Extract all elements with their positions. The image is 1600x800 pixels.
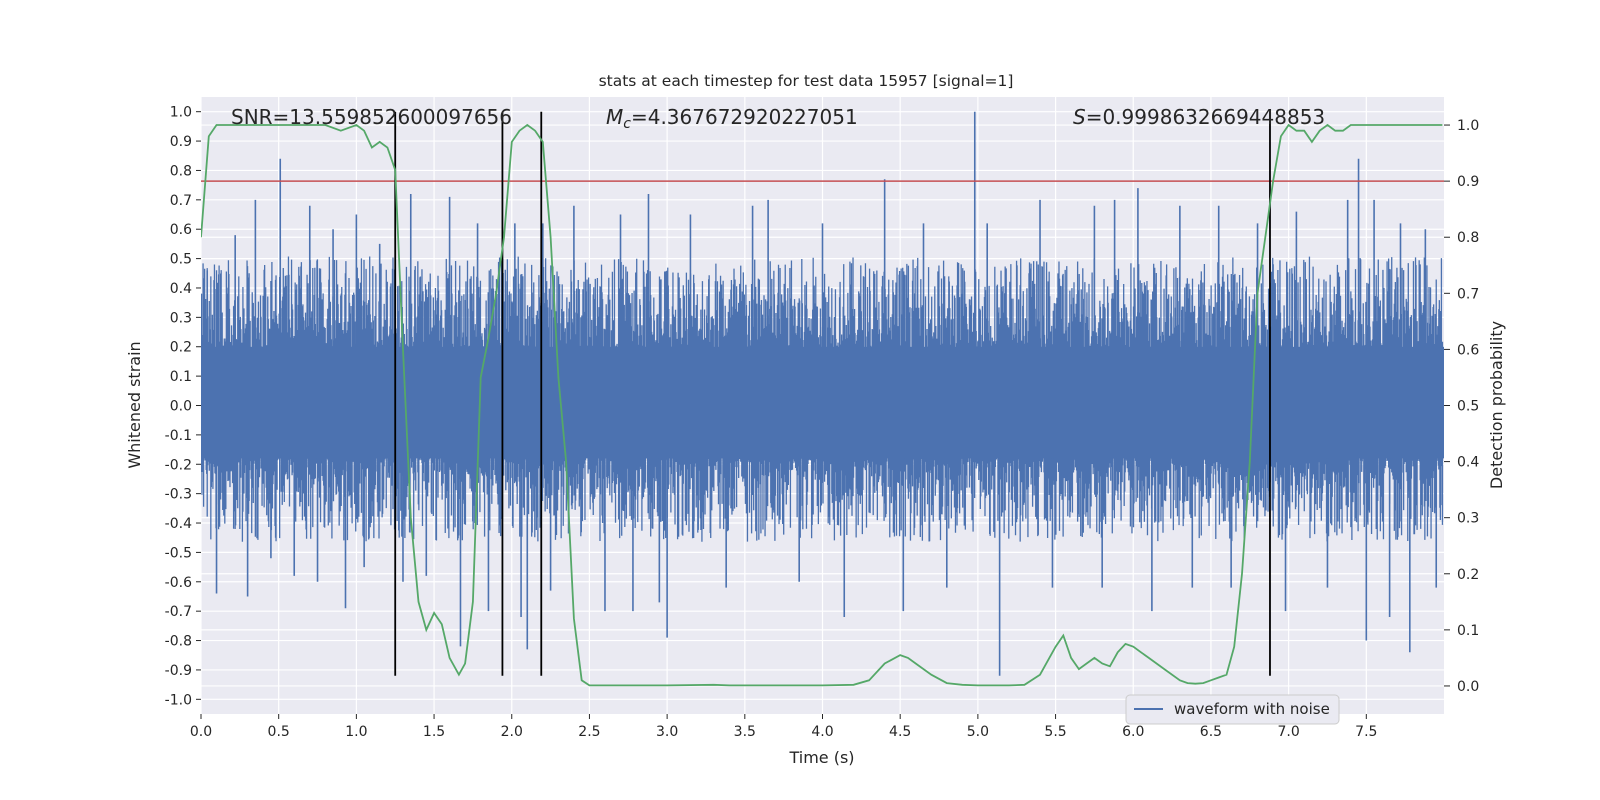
x-tick-label: 3.0 [656, 724, 678, 740]
x-tick-label: 6.0 [1122, 724, 1144, 740]
y-left-tick-label: 0.0 [170, 399, 192, 415]
y-right-ticks: 0.0 0.1 0.2 0.3 0.4 0.5 0.6 0.7 0.8 0.9 1.0 [1444, 118, 1479, 695]
significance-symbol: S [1073, 105, 1086, 129]
y-left-tick-label: 0.8 [170, 163, 192, 179]
x-tick-label: 3.5 [734, 724, 756, 740]
y-left-tick-label: 0.6 [170, 222, 192, 238]
y-left-tick-label: -1.0 [165, 692, 192, 708]
y-left-tick-label: -0.2 [165, 457, 192, 473]
y-right-tick-label: 1.0 [1457, 118, 1479, 134]
y-right-tick-label: 0.0 [1457, 679, 1479, 695]
y-left-tick-label: 0.3 [170, 310, 192, 326]
waveform-series [201, 111, 1444, 676]
y-left-tick-label: 0.2 [170, 340, 192, 356]
x-tick-label: 1.5 [423, 724, 445, 740]
y-right-tick-label: 0.6 [1457, 342, 1479, 358]
y-left-tick-label: 0.7 [170, 193, 192, 209]
x-tick-label: 7.5 [1355, 724, 1377, 740]
y-right-tick-label: 0.5 [1457, 399, 1479, 415]
x-tick-label: 4.0 [811, 724, 833, 740]
y-left-tick-label: 0.9 [170, 134, 192, 150]
x-tick-label: 2.0 [501, 724, 523, 740]
y-left-tick-label: -0.5 [165, 545, 192, 561]
significance-annotation: S=0.9998632669448853 [1073, 105, 1325, 129]
x-axis-label: Time (s) [788, 748, 854, 767]
y-left-tick-label: 0.5 [170, 252, 192, 268]
y-right-tick-label: 0.4 [1457, 455, 1479, 471]
chirp-mass-value: =4.367672920227051 [631, 105, 858, 129]
y-left-tick-label: -0.8 [165, 634, 192, 650]
x-tick-label: 0.5 [268, 724, 290, 740]
y-right-axis-label: Detection probability [1487, 321, 1506, 489]
y-left-tick-label: -0.3 [165, 487, 192, 503]
y-right-tick-label: 0.9 [1457, 174, 1479, 190]
x-tick-label: 0.0 [190, 724, 212, 740]
y-left-tick-label: 0.4 [170, 281, 192, 297]
x-tick-label: 5.5 [1044, 724, 1066, 740]
x-tick-label: 6.5 [1200, 724, 1222, 740]
y-right-tick-label: 0.3 [1457, 511, 1479, 527]
y-left-tick-label: -0.7 [165, 604, 192, 620]
y-left-tick-label: 0.1 [170, 369, 192, 385]
significance-value: =0.9998632669448853 [1086, 105, 1325, 129]
legend-label: waveform with noise [1174, 700, 1330, 718]
chirp-mass-symbol: M [606, 105, 623, 129]
legend: waveform with noise [1125, 694, 1340, 725]
x-tick-label: 4.5 [889, 724, 911, 740]
y-left-tick-label: -0.6 [165, 575, 192, 591]
y-right-tick-label: 0.1 [1457, 623, 1479, 639]
x-tick-label: 1.0 [345, 724, 367, 740]
x-tick-label: 2.5 [578, 724, 600, 740]
x-tick-label: 7.0 [1277, 724, 1299, 740]
y-right-tick-label: 0.7 [1457, 286, 1479, 302]
y-left-axis-label: Whitened strain [125, 341, 144, 468]
chirp-mass-annotation: Mc=4.367672920227051 [606, 105, 858, 132]
y-left-ticks: -1.0 -0.9 -0.8 -0.7 -0.6 -0.5 -0.4 -0.3 -0.2 -0.1… [165, 105, 201, 708]
chirp-mass-subscript: c [623, 116, 631, 132]
y-left-tick-label: -0.9 [165, 663, 192, 679]
y-left-tick-label: -0.4 [165, 516, 192, 532]
legend-box [1125, 694, 1340, 725]
y-left-tick-label: 1.0 [170, 105, 192, 121]
y-left-tick-label: -0.1 [165, 428, 192, 444]
y-right-tick-label: 0.8 [1457, 230, 1479, 246]
chart-title: stats at each timestep for test data 159… [599, 72, 1014, 90]
y-right-tick-label: 0.2 [1457, 567, 1479, 583]
x-axis-ticks: 0.0 0.5 1.0 1.5 2.0 2.5 3.0 3.5 4.0 4.5 5.0 5.5 6.0 6… [190, 714, 1377, 740]
probability-series [201, 123, 1443, 687]
x-tick-label: 5.0 [967, 724, 989, 740]
snr-annotation: SNR=13.559852600097656 [231, 105, 512, 129]
